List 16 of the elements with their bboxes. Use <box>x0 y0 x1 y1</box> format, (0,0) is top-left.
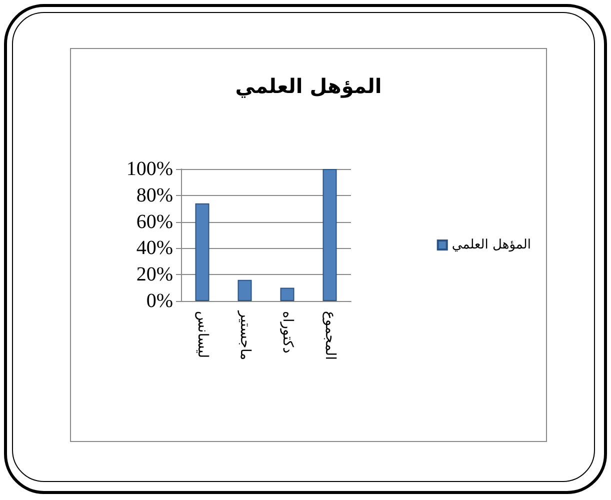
bar <box>195 203 210 301</box>
x-tick-label: ليسانس <box>194 311 210 358</box>
bar <box>322 169 337 301</box>
y-tick-label: 0% <box>146 290 173 312</box>
x-tick-label: ماجستير <box>236 310 253 360</box>
bar <box>280 288 294 301</box>
chart-title: المؤهل العلمي <box>235 74 382 98</box>
y-tick-label: 100% <box>126 158 173 180</box>
legend-label: المؤهل العلمي <box>452 238 532 252</box>
x-tick-label: دكتوراه <box>279 311 296 354</box>
bar <box>238 280 252 301</box>
y-tick-label: 40% <box>136 237 173 260</box>
y-tick-label: 20% <box>136 264 173 286</box>
y-tick-label: 80% <box>136 184 173 206</box>
y-tick-label: 60% <box>136 210 173 233</box>
x-tick-label: المجموع <box>322 311 338 360</box>
